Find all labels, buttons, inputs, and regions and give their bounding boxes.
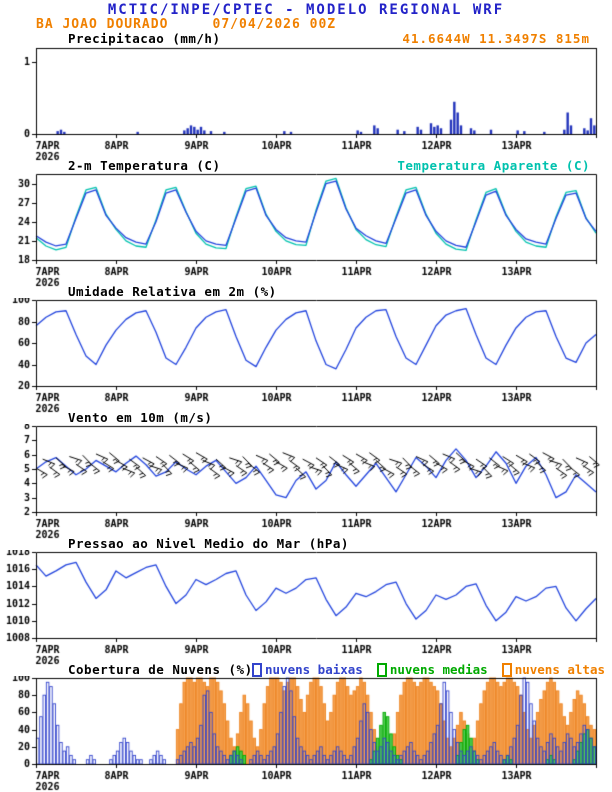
legend-box-icon xyxy=(376,662,387,677)
cloud-legend: nuvens baixas nuvens medias nuvens altas xyxy=(252,662,605,677)
pressure-title: Pressao ao Nivel Medio do Mar (hPa) xyxy=(68,536,349,551)
apparent-temperature-legend: Temperatura Aparente (C) xyxy=(397,158,590,173)
humidity-chart xyxy=(0,298,612,414)
cloud-mid-legend-label: nuvens medias xyxy=(389,662,488,677)
pressure-chart xyxy=(0,550,612,666)
cloud-low-legend-item: nuvens baixas xyxy=(252,662,363,677)
temperature-title: 2-m Temperatura (C) xyxy=(68,158,221,173)
wind-chart xyxy=(0,424,612,540)
humidity-title: Umidade Relativa em 2m (%) xyxy=(68,284,277,299)
station-date-line: BA JOAO DOURADO 07/04/2026 00Z xyxy=(36,17,337,32)
cloud-cover-chart xyxy=(0,676,612,792)
legend-box-icon xyxy=(252,662,262,677)
cloud-high-legend-item: nuvens altas xyxy=(501,662,605,677)
temperature-chart xyxy=(0,172,612,288)
cloud-cover-title: Cobertura de Nuvens (%) xyxy=(68,662,253,677)
cloud-low-legend-label: nuvens baixas xyxy=(265,662,363,677)
precipitation-title: Precipitacao (mm/h) xyxy=(68,31,221,46)
wind-title: Vento em 10m (m/s) xyxy=(68,410,213,425)
model-title: MCTIC/INPE/CPTEC - MODELO REGIONAL WRF xyxy=(107,2,505,18)
precipitation-chart xyxy=(0,46,612,162)
legend-box-icon xyxy=(501,662,512,677)
station-coordinates: 41.6644W 11.3497S 815m xyxy=(402,31,590,46)
cloud-high-legend-label: nuvens altas xyxy=(514,662,605,677)
cloud-mid-legend-item: nuvens medias xyxy=(376,662,488,677)
